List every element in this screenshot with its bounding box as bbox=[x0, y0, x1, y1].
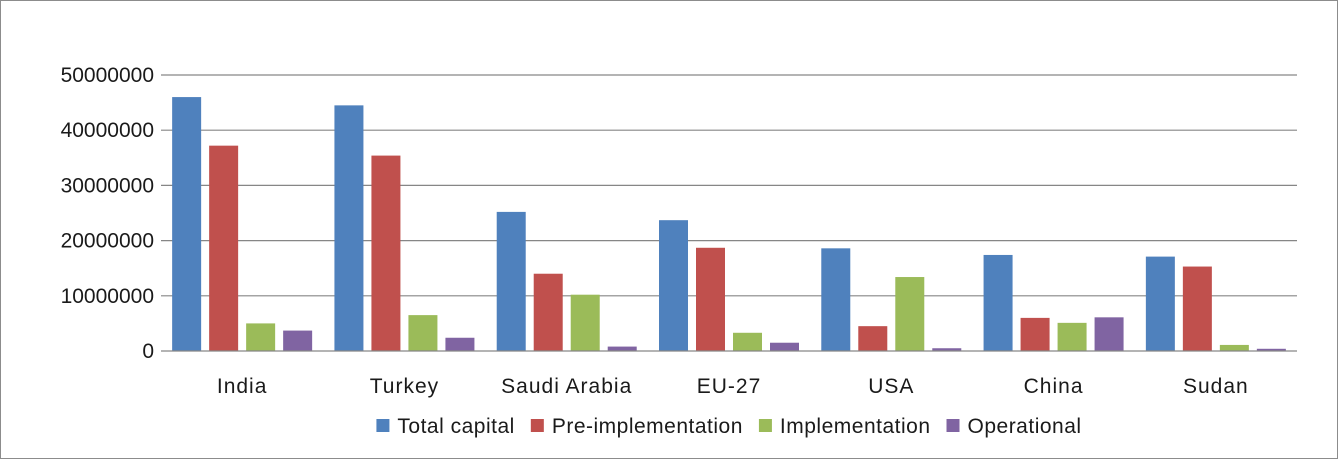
bar-implementation-sudan bbox=[1219, 344, 1249, 351]
y-tick-labels: 0 10000000 20000000 30000000 40000000 5000000… bbox=[61, 64, 154, 363]
bar-operational-usa bbox=[932, 348, 962, 351]
legend-item: Pre-implementation bbox=[530, 415, 743, 438]
bar-operational-eu-27 bbox=[770, 342, 799, 351]
bar-operational-india bbox=[283, 330, 313, 351]
bar-total-capital-turkey bbox=[334, 105, 364, 351]
x-category-label: USA bbox=[868, 375, 914, 398]
bar-operational-saudi-arabia bbox=[607, 346, 637, 351]
bar-total-capital-india bbox=[172, 97, 202, 351]
legend-item: Operational bbox=[946, 415, 1082, 438]
bar-pre-implementation-china bbox=[1020, 317, 1050, 351]
bar-pre-implementation-india bbox=[209, 145, 239, 351]
x-category-labels: India Turkey Saudi Arabia EU-27 USA China Suda… bbox=[217, 375, 1249, 398]
bar-pre-implementation-sudan bbox=[1182, 266, 1212, 351]
x-category-label: EU-27 bbox=[697, 375, 762, 398]
bar-implementation-turkey bbox=[408, 315, 438, 351]
legend-swatch bbox=[376, 419, 390, 432]
bar-pre-implementation-usa bbox=[858, 326, 888, 351]
bar-implementation-saudi-arabia bbox=[570, 294, 600, 351]
bar-pre-implementation-eu-27 bbox=[696, 247, 725, 351]
x-category-label: India bbox=[217, 375, 268, 398]
y-tick-label: 50000000 bbox=[61, 64, 154, 87]
legend-label: Implementation bbox=[780, 415, 931, 438]
x-category-label: China bbox=[1024, 375, 1084, 398]
y-tick-label: 10000000 bbox=[61, 285, 154, 308]
bar-implementation-india bbox=[246, 323, 276, 351]
y-tick-label: 20000000 bbox=[61, 230, 154, 253]
bar-implementation-usa bbox=[895, 277, 925, 351]
bars bbox=[172, 97, 1286, 351]
legend-item: Total capital bbox=[376, 415, 514, 438]
bar-total-capital-saudi-arabia bbox=[496, 211, 526, 351]
x-category-label: Sudan bbox=[1183, 375, 1249, 398]
legend-label: Pre-implementation bbox=[552, 415, 743, 438]
bar-pre-implementation-saudi-arabia bbox=[533, 273, 563, 351]
bar-total-capital-usa bbox=[821, 248, 851, 351]
legend-label: Total capital bbox=[397, 415, 514, 438]
bar-operational-china bbox=[1094, 317, 1124, 351]
y-tick-label: 0 bbox=[142, 340, 154, 363]
legend-swatch bbox=[758, 419, 772, 432]
bar-operational-sudan bbox=[1256, 348, 1286, 351]
y-tick-label: 30000000 bbox=[61, 174, 154, 197]
x-category-label: Turkey bbox=[370, 375, 439, 398]
x-category-label: Saudi Arabia bbox=[501, 375, 632, 398]
bar-implementation-eu-27 bbox=[733, 332, 762, 351]
bar-pre-implementation-turkey bbox=[371, 155, 401, 351]
legend-item: Implementation bbox=[758, 415, 931, 438]
bar-operational-turkey bbox=[445, 337, 475, 351]
bar-total-capital-eu-27 bbox=[659, 220, 688, 351]
legend-swatch bbox=[530, 419, 544, 432]
legend-label: Operational bbox=[968, 415, 1082, 438]
legend-swatch bbox=[946, 419, 960, 432]
bar-total-capital-sudan bbox=[1145, 256, 1175, 351]
gridlines bbox=[161, 74, 1297, 297]
bar-implementation-china bbox=[1057, 322, 1087, 351]
y-tick-label: 40000000 bbox=[61, 119, 154, 142]
legend: Total capital Pre-implementation Implement… bbox=[376, 415, 1081, 438]
bar-total-capital-china bbox=[983, 254, 1013, 351]
